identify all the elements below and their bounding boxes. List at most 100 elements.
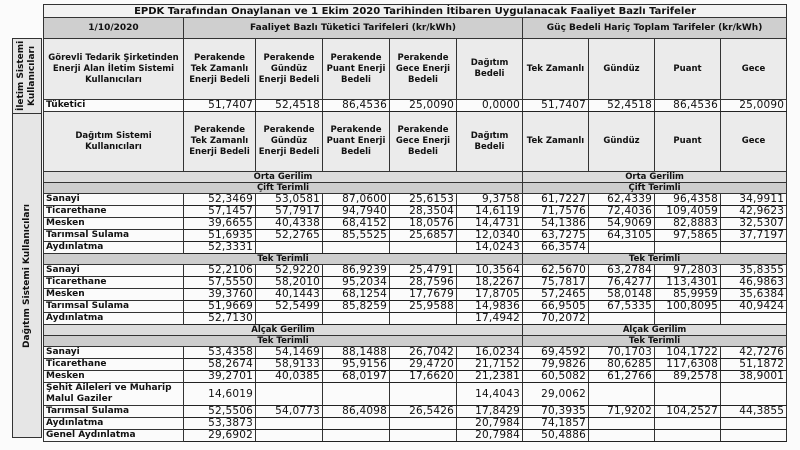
section-subtitle: Tek Terimli xyxy=(521,335,788,347)
value-cell xyxy=(719,241,788,254)
value-cell: 61,2766 xyxy=(588,370,655,383)
column-header: Gece xyxy=(719,111,788,172)
value-cell xyxy=(719,312,788,325)
value-cell: 97,5865 xyxy=(654,229,721,242)
table-row: Ticarethane 57,1457 57,7917 94,7940 28,3504 1… xyxy=(43,205,788,218)
value-cell: 35,8355 xyxy=(719,264,788,277)
row-label: Ticarethane xyxy=(43,358,184,371)
value-cell: 40,9424 xyxy=(719,300,788,313)
group-right-header: Güç Bedeli Hariç Toplam Tarifeler (kr/kW… xyxy=(521,17,788,39)
value-cell: 66,9505 xyxy=(522,300,589,313)
section-subtitle-row: Tek Terimli Tek Terimli xyxy=(43,253,788,265)
value-cell: 64,3105 xyxy=(588,229,655,242)
column-header: Perakende Tek Zamanlı Enerji Bedeli xyxy=(183,111,256,172)
value-cell: 94,7940 xyxy=(322,205,390,218)
side-label-iletim: İletim Sistemi Kullanıcıları xyxy=(12,38,42,114)
value-cell: 58,0148 xyxy=(588,288,655,301)
group-header-row: 1/10/2020 Faaliyet Bazlı Tüketici Tarife… xyxy=(43,17,788,39)
value-cell: 67,5335 xyxy=(588,300,655,313)
table-row: Genel Aydınlatma 29,6902 20,7984 50,4886 xyxy=(43,429,788,442)
value-cell: 29,6902 xyxy=(183,429,256,442)
value-cell: 21,7152 xyxy=(456,358,523,371)
value-cell: 28,3504 xyxy=(389,205,457,218)
value-cell: 40,0385 xyxy=(255,370,323,383)
value-cell: 40,4338 xyxy=(255,217,323,230)
value-cell: 63,7275 xyxy=(522,229,589,242)
value-cell: 51,6935 xyxy=(183,229,256,242)
column-header: Dağıtım Bedeli xyxy=(456,38,523,100)
value-cell: 70,3935 xyxy=(522,405,589,418)
column-header: Dağıtım Bedeli xyxy=(456,111,523,172)
value-cell: 53,4358 xyxy=(183,346,256,359)
value-cell: 37,7197 xyxy=(719,229,788,242)
table-row: Aydınlatma 53,3873 20,7984 74,1857 xyxy=(43,417,788,430)
iletim-header-row: Görevli Tedarik Şirketinden Enerji Alan … xyxy=(43,38,788,100)
value-cell: 17,6620 xyxy=(389,370,457,383)
value-cell xyxy=(389,429,457,442)
value-cell: 86,4098 xyxy=(322,405,390,418)
value-cell: 38,9001 xyxy=(719,370,788,383)
row-label: Şehit Aileleri ve Muharip Malul Gaziler xyxy=(43,382,184,406)
value-cell: 75,7817 xyxy=(522,276,589,289)
value-cell: 29,4720 xyxy=(389,358,457,371)
value-cell: 68,0197 xyxy=(322,370,390,383)
title-row: EPDK Tarafından Onaylanan ve 1 Ekim 2020… xyxy=(42,4,788,18)
value-cell xyxy=(322,417,390,430)
value-cell: 44,3855 xyxy=(719,405,788,418)
value-cell: 68,1254 xyxy=(322,288,390,301)
column-header: Perakende Gece Enerji Bedeli xyxy=(389,111,457,172)
value-cell xyxy=(654,312,721,325)
row-label: Tarımsal Sulama xyxy=(43,229,184,242)
value-cell xyxy=(654,429,721,442)
row-label: Sanayi xyxy=(43,264,184,277)
value-cell: 21,2381 xyxy=(456,370,523,383)
value-cell xyxy=(322,382,390,406)
table-row: Ticarethane 57,5550 58,2010 95,2034 28,7596 1… xyxy=(43,276,788,289)
value-cell: 42,7276 xyxy=(719,346,788,359)
value-cell xyxy=(255,382,323,406)
row-label: Mesken xyxy=(43,370,184,383)
value-cell: 54,0773 xyxy=(255,405,323,418)
section-title: Alçak Gerilim xyxy=(43,324,523,336)
table-row: Ticarethane 58,2674 58,9133 95,9156 29,4720 2… xyxy=(43,358,788,371)
value-cell: 17,8705 xyxy=(456,288,523,301)
value-cell: 0,0000 xyxy=(456,99,523,112)
table-row: Tarımsal Sulama 51,6935 52,2765 85,5525 25,6… xyxy=(43,229,788,242)
section-subtitle: Çift Terimli xyxy=(521,182,788,194)
value-cell: 117,6308 xyxy=(654,358,721,371)
value-cell xyxy=(255,312,323,325)
column-header: Perakende Puant Enerji Bedeli xyxy=(322,38,390,100)
section-subtitle-row: Tek Terimli Tek Terimli xyxy=(43,335,788,347)
column-header: Gündüz xyxy=(588,38,655,100)
row-label: Ticarethane xyxy=(43,205,184,218)
value-cell: 58,2010 xyxy=(255,276,323,289)
column-header: Tek Zamanlı xyxy=(522,38,589,100)
value-cell: 50,4886 xyxy=(522,429,589,442)
value-cell: 35,6384 xyxy=(719,288,788,301)
section-title-row: Alçak Gerilim Alçak Gerilim xyxy=(43,324,788,336)
value-cell: 85,8259 xyxy=(322,300,390,313)
value-cell: 52,4518 xyxy=(255,99,323,112)
value-cell: 42,9623 xyxy=(719,205,788,218)
value-cell: 74,1857 xyxy=(522,417,589,430)
row-label: Aydınlatma xyxy=(43,241,184,254)
value-cell: 20,7984 xyxy=(456,429,523,442)
column-header: Puant xyxy=(654,111,721,172)
value-cell xyxy=(389,312,457,325)
table-row: Şehit Aileleri ve Muharip Malul Gaziler 1… xyxy=(43,382,788,406)
value-cell: 14,4731 xyxy=(456,217,523,230)
row-label: Aydınlatma xyxy=(43,417,184,430)
value-cell: 70,2072 xyxy=(522,312,589,325)
value-cell: 14,6019 xyxy=(183,382,256,406)
row-label: Tarımsal Sulama xyxy=(43,300,184,313)
value-cell: 71,9202 xyxy=(588,405,655,418)
group-left-header: Faaliyet Bazlı Tüketici Tarifeleri (kr/k… xyxy=(183,17,523,39)
value-cell xyxy=(322,241,390,254)
value-cell xyxy=(654,241,721,254)
value-cell: 25,9588 xyxy=(389,300,457,313)
value-cell: 72,4036 xyxy=(588,205,655,218)
value-cell: 95,2034 xyxy=(322,276,390,289)
column-header: Perakende Gece Enerji Bedeli xyxy=(389,38,457,100)
table-row: Aydınlatma 52,3331 14,0243 66,3574 xyxy=(43,241,788,254)
value-cell: 12,0340 xyxy=(456,229,523,242)
